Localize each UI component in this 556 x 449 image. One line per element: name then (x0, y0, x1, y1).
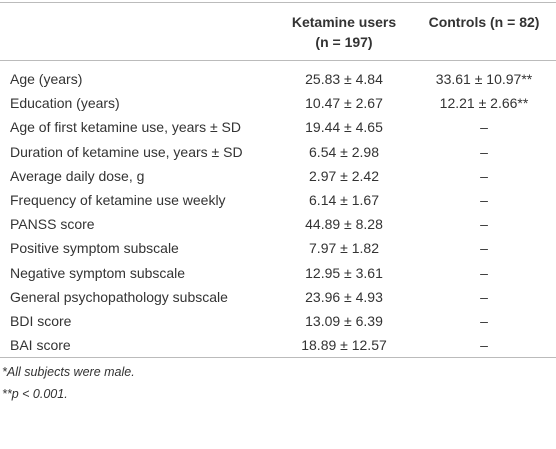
table-row: PANSS score 44.89 ± 8.28 – (0, 212, 556, 236)
value-cell: – (480, 337, 488, 354)
table-row: Duration of ketamine use, years ± SD 6.54… (0, 140, 556, 164)
value-cell: 23.96 ± 4.93 (305, 288, 383, 305)
value-cell: 18.89 ± 12.57 (301, 337, 387, 354)
table-row: Education (years) 10.47 ± 2.67 12.21 ± 2.6… (0, 91, 556, 115)
value-cell: 12.21 ± 2.66** (439, 95, 529, 112)
table-row: Frequency of ketamine use weekly 6.14 ± 1… (0, 188, 556, 212)
footnote: *All subjects were male. (2, 365, 135, 380)
row-label: Frequency of ketamine use weekly (10, 192, 226, 209)
value-cell: – (480, 264, 488, 281)
value-cell: – (480, 119, 488, 136)
value-cell: 10.47 ± 2.67 (305, 95, 383, 112)
value-cell: 7.97 ± 1.82 (309, 240, 379, 257)
header-cell: Controls (n = 82) (412, 3, 556, 61)
table-row: BAI score 18.89 ± 12.57 – (0, 333, 556, 358)
table-header: Ketamine users (n = 197) Controls (n = 82) (0, 2, 556, 61)
value-cell: 12.95 ± 3.61 (305, 264, 383, 281)
header-line: Controls (n = 82) (428, 14, 540, 30)
value-cell: – (480, 240, 488, 257)
table-row: General psychopathology subscale 23.96 ± … (0, 285, 556, 309)
header-cell (0, 3, 276, 61)
footnotes: *All subjects were male. **p < 0.001. (0, 361, 556, 405)
value-cell: – (480, 288, 488, 305)
value-cell: 6.54 ± 2.98 (309, 143, 379, 160)
value-cell: 13.09 ± 6.39 (305, 312, 383, 329)
value-cell: 2.97 ± 2.42 (309, 167, 379, 184)
table-row: Age of first ketamine use, years ± SD 19.… (0, 115, 556, 139)
footnote: **p < 0.001. (2, 387, 68, 402)
value-cell: – (480, 312, 488, 329)
table-row: Age (years) 25.83 ± 4.84 33.61 ± 10.97** (0, 61, 556, 92)
value-cell: – (480, 192, 488, 209)
row-label: Average daily dose, g (10, 167, 145, 184)
table-row: Average daily dose, g 2.97 ± 2.42 – (0, 164, 556, 188)
table-row: Positive symptom subscale 7.97 ± 1.82 – (0, 236, 556, 260)
row-label: PANSS score (10, 216, 95, 233)
value-cell: 44.89 ± 8.28 (305, 216, 383, 233)
row-label: BAI score (10, 337, 71, 354)
header-row: Ketamine users (n = 197) Controls (n = 82) (0, 2, 556, 61)
table-row: BDI score 13.09 ± 6.39 – (0, 309, 556, 333)
row-label: Negative symptom subscale (10, 264, 186, 281)
value-cell: – (480, 143, 488, 160)
row-label: Education (years) (10, 95, 120, 112)
row-label: Age (years) (10, 71, 83, 88)
value-cell: 25.83 ± 4.84 (305, 71, 383, 88)
value-cell: 33.61 ± 10.97** (435, 71, 533, 88)
row-label: Positive symptom subscale (10, 240, 179, 257)
value-cell: 6.14 ± 1.67 (309, 192, 379, 209)
value-cell: – (480, 167, 488, 184)
table-row: Negative symptom subscale 12.95 ± 3.61 – (0, 261, 556, 285)
value-cell: 19.44 ± 4.65 (305, 119, 383, 136)
header-line: Ketamine users (291, 14, 397, 30)
row-label: General psychopathology subscale (10, 288, 228, 305)
row-label: Age of first ketamine use, years ± SD (10, 119, 241, 136)
value-cell: – (480, 216, 488, 233)
header-cell: Ketamine users (n = 197) (276, 3, 412, 61)
header-line: (n = 197) (315, 34, 373, 50)
row-label: Duration of ketamine use, years ± SD (10, 143, 243, 160)
row-label: BDI score (10, 312, 72, 329)
data-table: Ketamine users (n = 197) Controls (n = 82)… (0, 2, 556, 358)
table-body: Age (years) 25.83 ± 4.84 33.61 ± 10.97** Ed… (0, 61, 556, 358)
